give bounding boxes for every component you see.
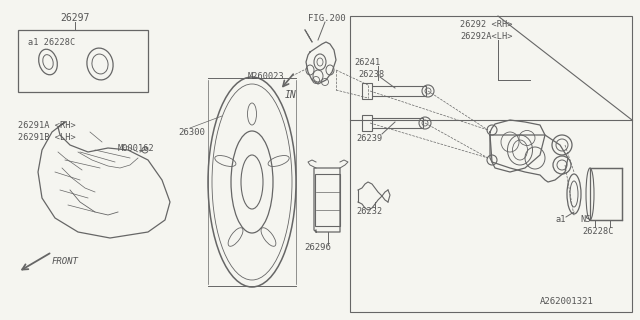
Text: 26291A <RH>: 26291A <RH> xyxy=(18,121,76,130)
Text: 26228C: 26228C xyxy=(582,228,614,236)
Text: M260023: M260023 xyxy=(248,71,285,81)
Text: 26292A<LH>: 26292A<LH> xyxy=(460,31,513,41)
Bar xyxy=(590,168,622,220)
Text: IN: IN xyxy=(285,90,297,100)
Text: 26296: 26296 xyxy=(305,244,332,252)
Bar xyxy=(368,86,426,96)
Text: a1 26228C: a1 26228C xyxy=(28,37,76,46)
Text: 26297: 26297 xyxy=(60,13,90,23)
Text: 26239: 26239 xyxy=(356,133,382,142)
Text: 26241: 26241 xyxy=(354,58,380,67)
Text: A262001321: A262001321 xyxy=(540,298,594,307)
Text: FRONT: FRONT xyxy=(52,258,79,267)
Bar xyxy=(368,118,423,128)
Text: M000162: M000162 xyxy=(118,143,155,153)
Text: 26300: 26300 xyxy=(178,127,205,137)
Text: NS: NS xyxy=(580,215,591,225)
Bar xyxy=(350,16,632,312)
Text: 26238: 26238 xyxy=(358,69,384,78)
Bar xyxy=(18,30,148,92)
Bar xyxy=(362,83,372,99)
Text: 26292 <RH>: 26292 <RH> xyxy=(460,20,513,28)
Text: FIG.200: FIG.200 xyxy=(308,13,346,22)
Text: 26232: 26232 xyxy=(356,207,382,217)
Bar xyxy=(362,115,372,131)
Text: a1: a1 xyxy=(556,215,566,225)
Bar xyxy=(315,174,340,226)
Text: 26291B <LH>: 26291B <LH> xyxy=(18,132,76,141)
